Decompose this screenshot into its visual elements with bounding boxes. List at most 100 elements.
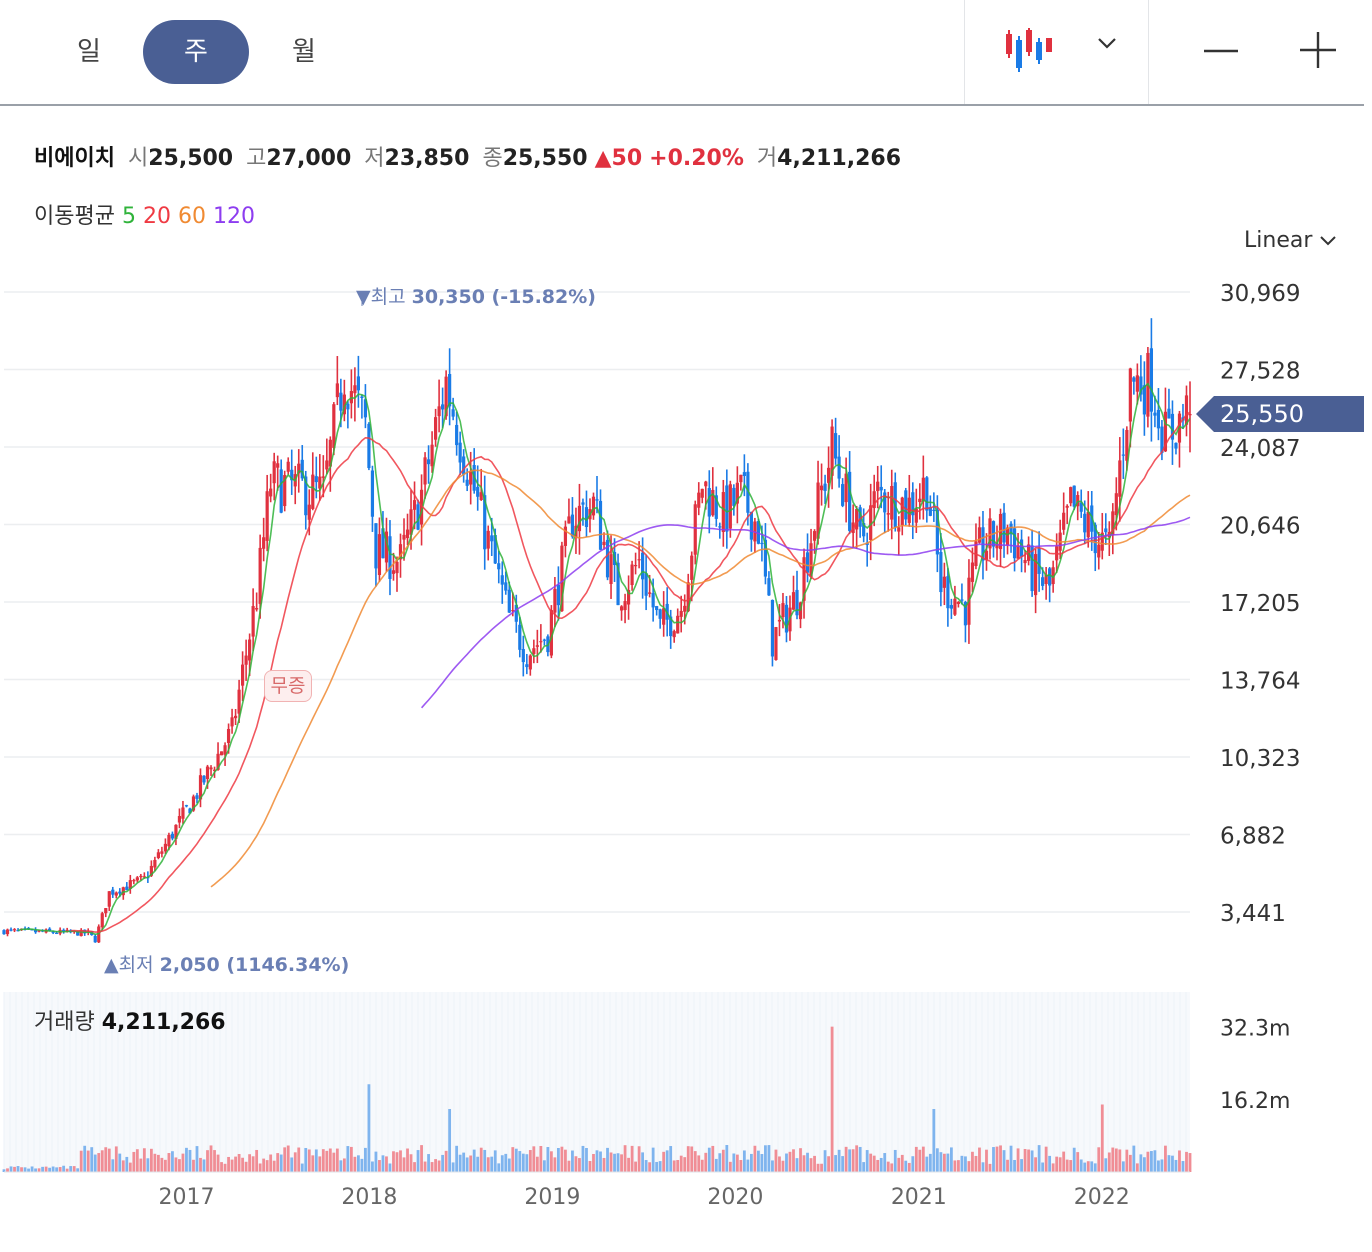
volume-bar (497, 1163, 501, 1172)
period-tab-day[interactable]: 일 (77, 37, 101, 67)
volume-bar (785, 1153, 788, 1172)
candle-body (1174, 442, 1178, 449)
volume-bar (500, 1155, 504, 1172)
candle-body (135, 877, 139, 881)
candle-body (374, 523, 378, 569)
ma-5-label[interactable]: 5 (121, 204, 136, 229)
candle-type-button[interactable] (1000, 26, 1060, 80)
volume-bar (220, 1162, 223, 1172)
ma-20-label[interactable]: 20 (142, 204, 171, 229)
volume-bar (385, 1156, 388, 1172)
candle-body (535, 645, 539, 647)
candle-body (1153, 412, 1157, 416)
volume-bar (1125, 1149, 1129, 1172)
volume-bar (757, 1150, 760, 1172)
candle-body (802, 557, 806, 601)
scale-selector[interactable]: Linear (1244, 228, 1337, 253)
candle-body (521, 649, 525, 663)
candle-body (848, 471, 852, 531)
candle-body (5, 929, 10, 935)
candle-body (546, 636, 550, 653)
low-label: 저 (364, 146, 385, 171)
volume-bar (704, 1152, 708, 1172)
volume-bar (1048, 1155, 1052, 1172)
volume-bar (627, 1157, 630, 1172)
volume-bar (528, 1150, 532, 1172)
volume-bar (690, 1146, 694, 1172)
candle-body (430, 444, 434, 467)
candle-body (1118, 460, 1122, 497)
volume-bar (290, 1157, 294, 1172)
ma-120-label[interactable]: 120 (212, 204, 255, 229)
period-tab-week[interactable]: 주 (143, 20, 249, 84)
volume-bar (595, 1150, 599, 1172)
candle-body (476, 486, 480, 497)
volume-bar (1076, 1152, 1080, 1172)
volume-bar (599, 1151, 602, 1172)
volume-bar (932, 1109, 936, 1172)
volume-bar (542, 1160, 546, 1172)
volume-bar (458, 1154, 462, 1172)
candle-body (107, 891, 111, 907)
candle-body (237, 689, 241, 714)
change-percent: +0.20% (649, 146, 744, 171)
change-value: 50 (611, 146, 643, 171)
current-price-tag: 25,550 (1196, 396, 1364, 432)
volume-bar (342, 1158, 346, 1172)
volume-bar (48, 1167, 52, 1172)
volume-bar (164, 1159, 167, 1172)
candle-body (441, 404, 445, 410)
candle-body (1072, 485, 1076, 507)
volume-bar (472, 1149, 476, 1172)
volume-bar (55, 1167, 59, 1172)
volume-bar (430, 1162, 434, 1172)
candle-body (1135, 375, 1139, 392)
volume-bar (1023, 1148, 1027, 1172)
candle-body (1076, 495, 1080, 507)
candle-body (353, 385, 357, 394)
x-tick-label: 2019 (524, 1185, 580, 1210)
volume-bar (293, 1152, 297, 1172)
candle-body (276, 463, 280, 468)
volume-bar (448, 1109, 452, 1172)
candle-body (518, 624, 522, 650)
volume-bar (676, 1160, 680, 1172)
chevron-down-icon[interactable] (1096, 34, 1118, 56)
volume-bar (434, 1159, 437, 1172)
volume-bar (634, 1161, 637, 1172)
candle-body (423, 457, 427, 485)
volume-bar (802, 1155, 806, 1172)
candle-body (844, 473, 848, 503)
period-tab-month[interactable]: 월 (292, 37, 316, 67)
candle-body (191, 796, 196, 811)
volume-bar (1016, 1148, 1020, 1172)
scale-label: Linear (1244, 228, 1313, 253)
candle-body (921, 477, 925, 502)
candle-body (177, 816, 182, 823)
ma-60-label[interactable]: 60 (177, 204, 206, 229)
candle-body (791, 592, 796, 610)
candle-body (156, 852, 160, 858)
ma-120-line (420, 516, 1191, 709)
candle-body (746, 471, 750, 513)
volume-legend: 거래량 4,211,266 (34, 1004, 226, 1036)
candle-body (504, 582, 508, 591)
zoom-in-icon[interactable] (1298, 30, 1338, 74)
zoom-out-icon[interactable] (1202, 32, 1240, 74)
volume-bar (153, 1153, 157, 1172)
candle-body (809, 543, 813, 578)
volume-bar (764, 1145, 767, 1172)
candle-body (244, 655, 248, 665)
event-badge[interactable]: 무증 (264, 670, 312, 702)
volume-bar (683, 1157, 687, 1172)
candle-body (314, 476, 318, 483)
volume-bar (244, 1161, 248, 1172)
candle-body (886, 513, 890, 515)
volume-bar (574, 1156, 578, 1172)
candle-body (391, 570, 396, 574)
chart-toolbar: 일 주 월 (0, 0, 1364, 106)
volume-bar (606, 1147, 609, 1172)
candle-body (956, 601, 961, 604)
candle-body (1005, 527, 1010, 546)
volume-bar (171, 1151, 174, 1172)
